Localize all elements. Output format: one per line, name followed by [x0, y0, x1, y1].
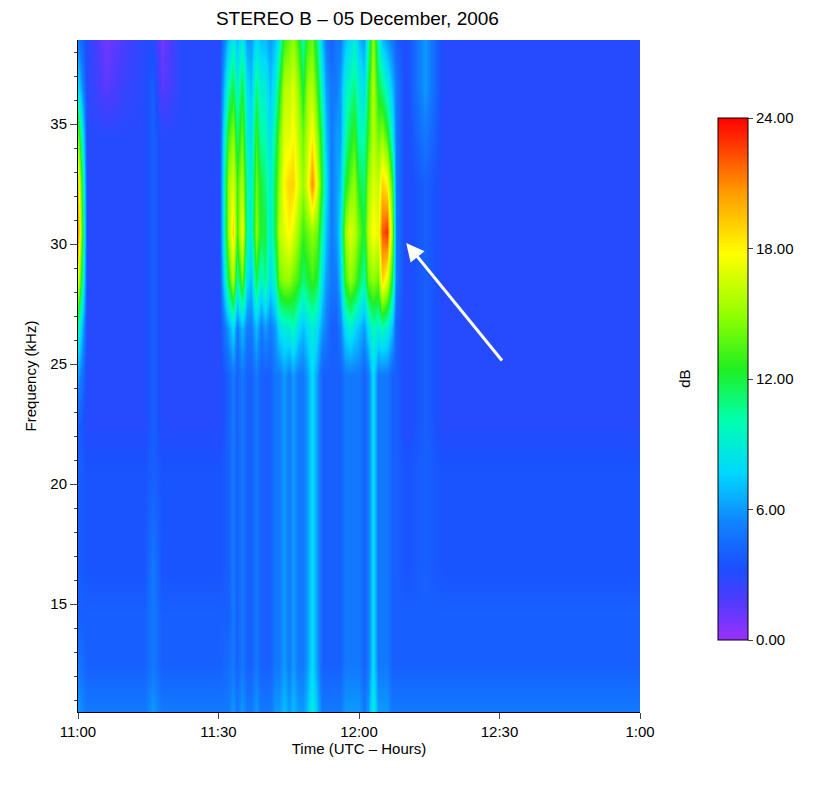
svg-text:0.00: 0.00 [756, 631, 785, 648]
svg-text:20: 20 [50, 475, 67, 492]
svg-text:15: 15 [50, 595, 67, 612]
svg-text:25: 25 [50, 355, 67, 372]
svg-text:Frequency (kHz): Frequency (kHz) [22, 321, 39, 432]
svg-text:11:30: 11:30 [200, 723, 236, 740]
svg-text:Time (UTC – Hours): Time (UTC – Hours) [292, 740, 426, 757]
svg-text:24.00: 24.00 [756, 109, 794, 126]
svg-text:11:00: 11:00 [60, 723, 96, 740]
svg-text:30: 30 [50, 235, 67, 252]
svg-text:12:00: 12:00 [340, 723, 378, 740]
svg-text:STEREO B – 05 December, 2006: STEREO B – 05 December, 2006 [216, 8, 499, 29]
svg-text:12:30: 12:30 [481, 723, 519, 740]
svg-text:6.00: 6.00 [756, 501, 785, 518]
svg-text:18.00: 18.00 [756, 240, 794, 257]
svg-text:1:00: 1:00 [625, 723, 654, 740]
svg-text:35: 35 [50, 115, 67, 132]
svg-text:dB: dB [676, 370, 693, 388]
svg-text:12.00: 12.00 [756, 370, 794, 387]
